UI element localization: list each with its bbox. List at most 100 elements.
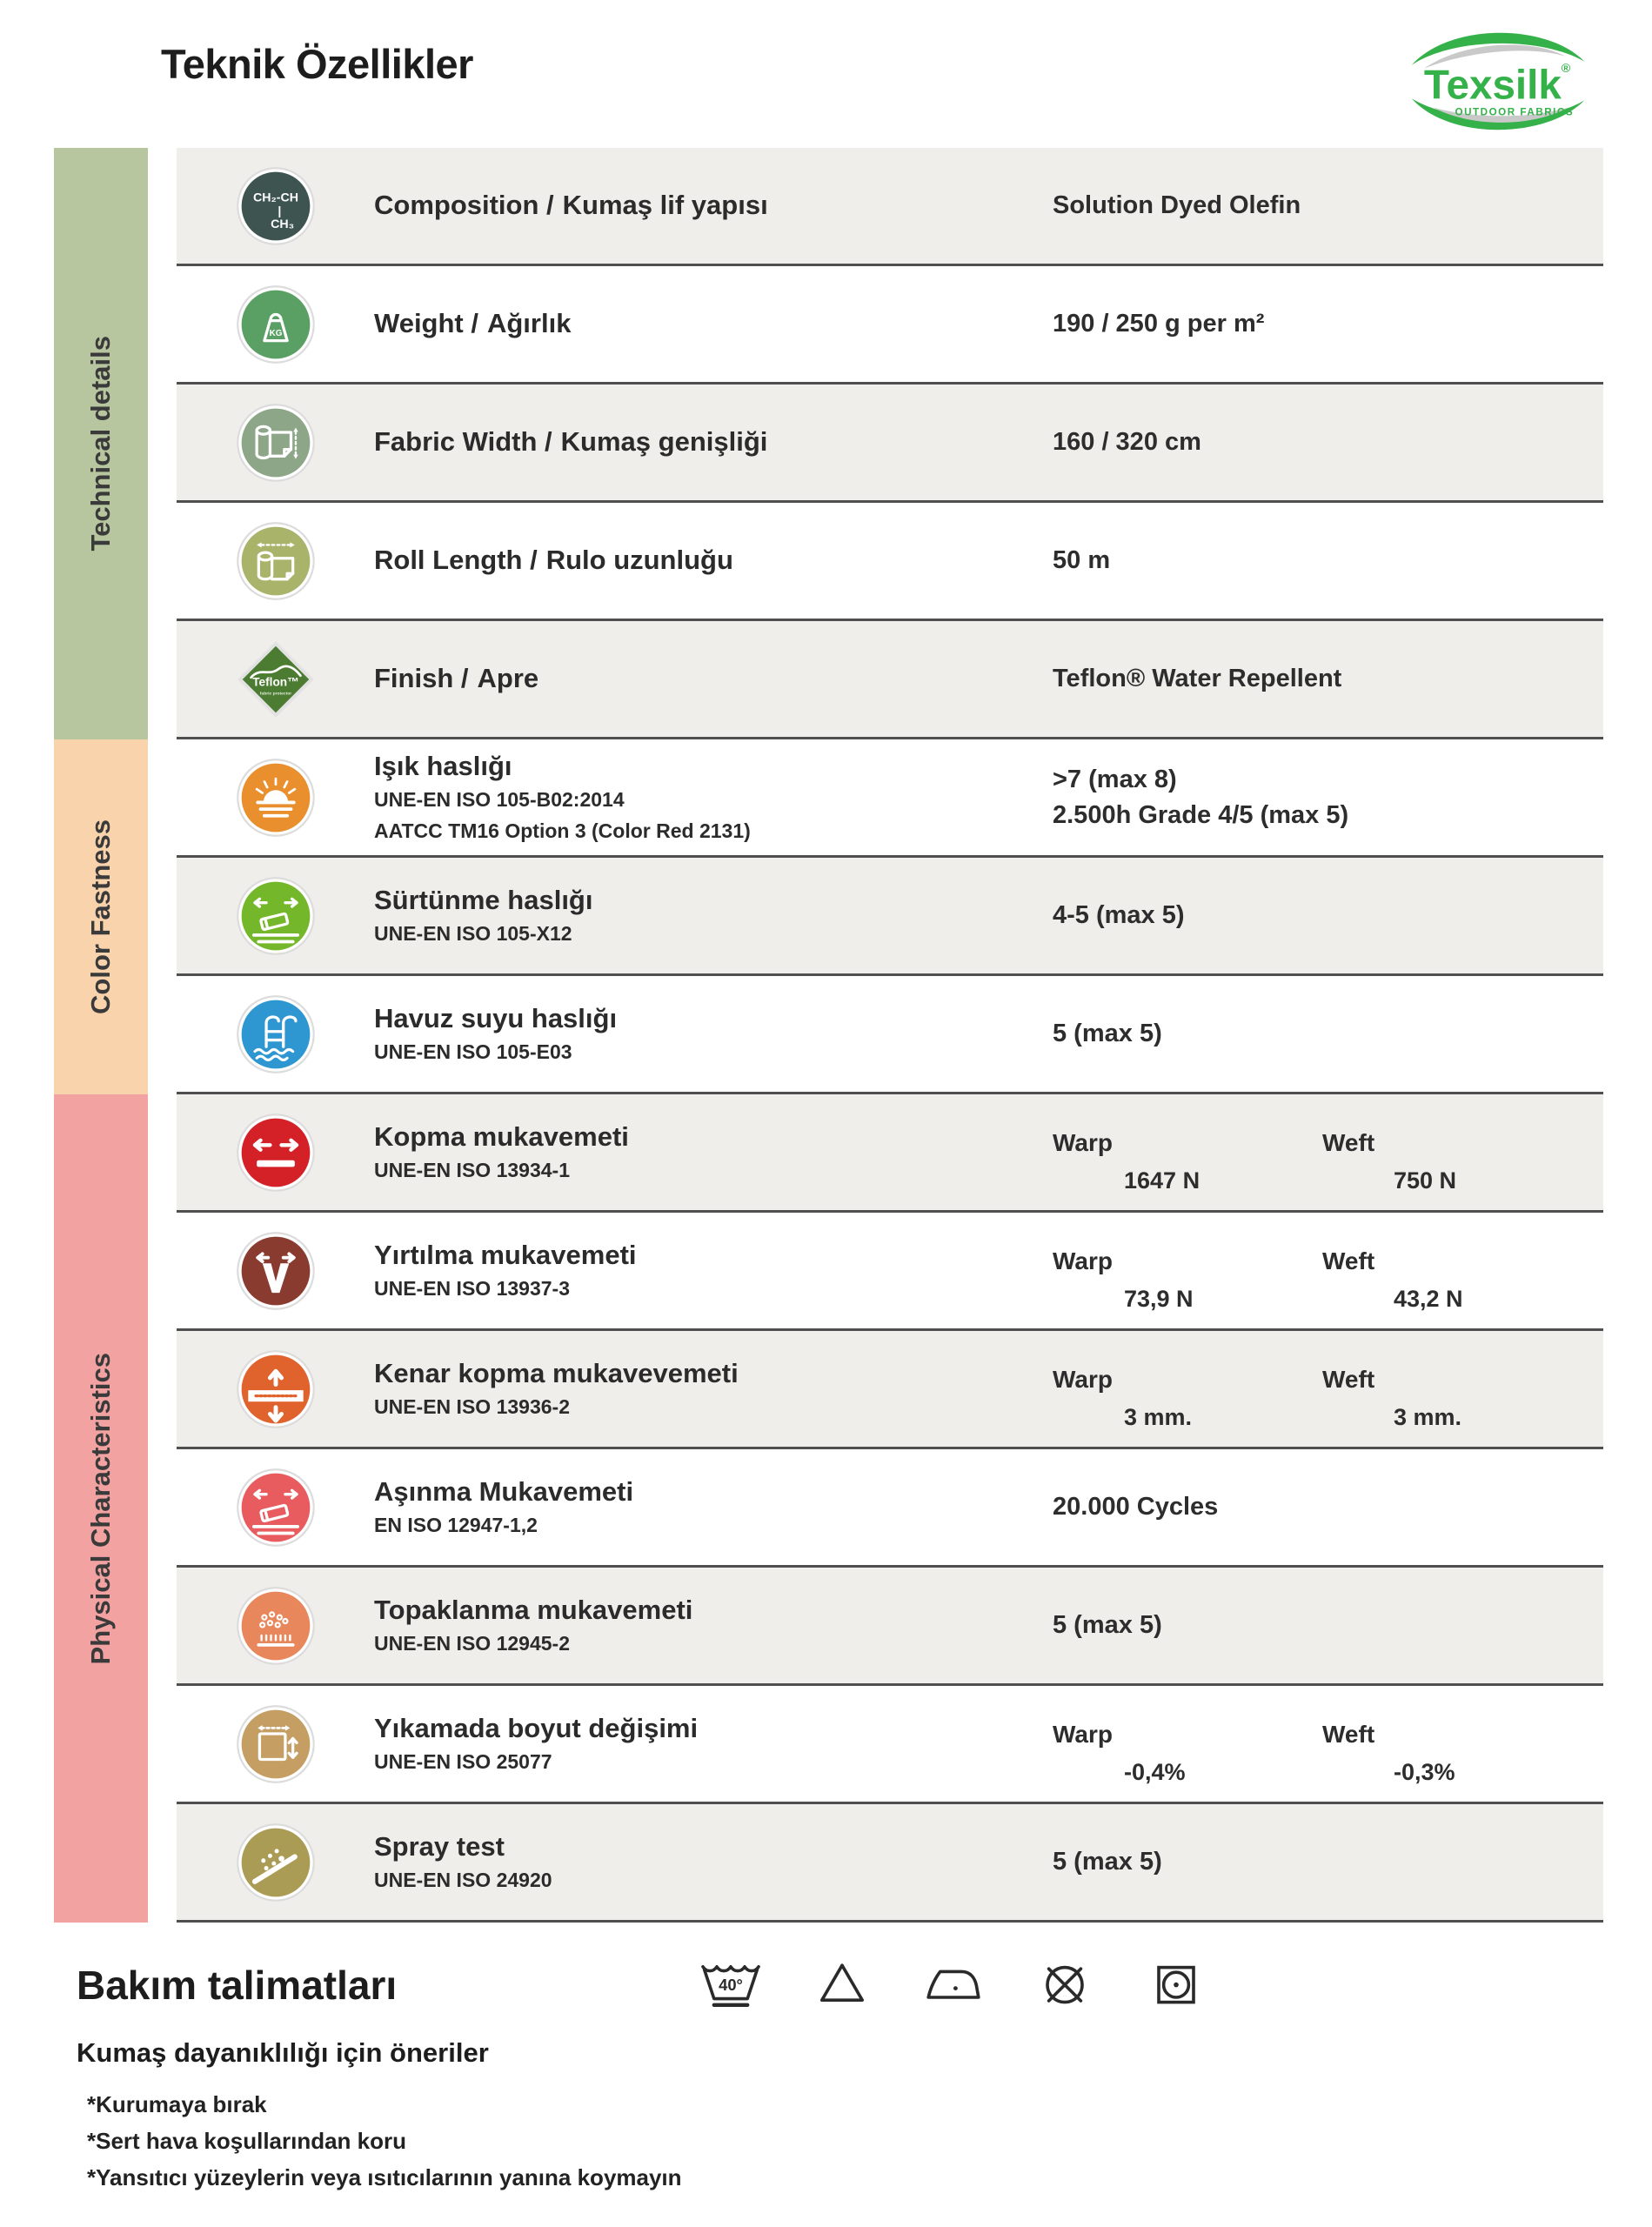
bleach-triangle-icon <box>820 1963 864 2002</box>
spec-row-2: .it{fill:#fff;font-weight:bold;text-anch… <box>177 266 1603 385</box>
spec-label-cell: Topaklanma mukavemeti UNE-EN ISO 12945-2 <box>374 1595 1053 1656</box>
spec-row-3: .it{fill:#fff;font-weight:bold;text-anch… <box>177 385 1603 503</box>
warp-header: Warp <box>1053 1721 1113 1748</box>
spec-icon-cell: .it{fill:#fff;font-weight:bold;text-anch… <box>177 875 374 957</box>
spec-label: Aşınma Mukavemeti <box>374 1475 634 1507</box>
pool-water-fastness-icon: .it{fill:#fff;font-weight:bold;text-anch… <box>236 994 315 1073</box>
spec-standard: UNE-EN ISO 105-X12 <box>374 921 572 945</box>
spec-value-cell: Warp -0,4% Weft -0,3% <box>1053 1702 1603 1786</box>
spec-icon-cell: .it{fill:#fff;font-weight:bold;text-anch… <box>177 520 374 602</box>
spec-label: Topaklanma mukavemeti <box>374 1594 693 1625</box>
care-title: Bakım talimatları <box>77 1963 398 2008</box>
logo-registered-mark: ® <box>1562 62 1571 76</box>
weight-icon: .it{fill:#fff;font-weight:bold;text-anch… <box>236 284 315 364</box>
spec-icon-cell: .it{fill:#fff;font-weight:bold;text-anch… <box>177 639 374 720</box>
spec-standard: UNE-EN ISO 105-B02:2014 <box>374 787 625 811</box>
spec-label: Spray test <box>374 1830 505 1862</box>
spec-value: 50 m <box>1053 546 1111 575</box>
weft-header: Weft <box>1322 1129 1375 1156</box>
weft-header: Weft <box>1322 1366 1375 1393</box>
logo-tagline: OUTDOOR FABRICS <box>1455 107 1575 118</box>
warp-value: 73,9 N <box>1124 1286 1194 1312</box>
sidebar-section-2: Color Fastness <box>54 739 148 1094</box>
sidebar-section-label: Color Fastness <box>85 819 116 1014</box>
logo-brand-text: Texsilk <box>1424 62 1562 108</box>
spec-label-cell: Kenar kopma mukavevemeti UNE-EN ISO 13936… <box>374 1357 1053 1420</box>
spec-label-cell: Finish / Apre <box>374 664 1053 693</box>
care-icons: 40° <box>696 1949 1211 2018</box>
spec-value-cell: 5 (max 5) <box>1053 1608 1603 1643</box>
warp-header: Warp <box>1053 1129 1113 1156</box>
spec-icon-cell: .it{fill:#fff;font-weight:bold;text-anch… <box>177 402 374 484</box>
iron-one-dot-icon <box>926 1970 980 1999</box>
spec-label-cell: Yıkamada boyut değişimi UNE-EN ISO 25077 <box>374 1712 1053 1775</box>
weft-value: 750 N <box>1394 1167 1457 1194</box>
spec-value: 5 (max 5) <box>1053 1020 1162 1048</box>
spec-label-cell: Spray test UNE-EN ISO 24920 <box>374 1830 1053 1893</box>
spec-icon-cell: .it{fill:#fff;font-weight:bold;text-anch… <box>177 1822 374 1903</box>
spec-row-6: .it{fill:#fff;font-weight:bold;text-anch… <box>177 739 1603 858</box>
spec-value-cell: Solution Dyed Olefin <box>1053 188 1603 224</box>
spec-row-15: .it{fill:#fff;font-weight:bold;text-anch… <box>177 1804 1603 1923</box>
seam-slippage-icon: .it{fill:#fff;font-weight:bold;text-anch… <box>236 1349 315 1428</box>
care-note-3: *Yansıtıcı yüzeylerin veya ısıtıcılarını… <box>87 2164 682 2190</box>
svg-text:CH₃: CH₃ <box>271 217 294 231</box>
spec-label: Yıkamada boyut değişimi <box>374 1712 699 1743</box>
spec-value: 5 (max 5) <box>1053 1611 1162 1640</box>
weft-header: Weft <box>1322 1247 1375 1274</box>
spec-label: Finish / Apre <box>374 663 539 694</box>
warp-header: Warp <box>1053 1247 1113 1274</box>
spec-row-4: .it{fill:#fff;font-weight:bold;text-anch… <box>177 503 1603 621</box>
spec-row-5: .it{fill:#fff;font-weight:bold;text-anch… <box>177 621 1603 739</box>
composition-icon: .it{fill:#fff;font-weight:bold;text-anch… <box>236 166 315 245</box>
spec-value-cell: Warp 3 mm. Weft 3 mm. <box>1053 1347 1603 1431</box>
spec-standard: EN ISO 12947-1,2 <box>374 1513 538 1536</box>
svg-text:|: | <box>278 204 281 217</box>
care-subtitle: Kumaş dayanıklılığı için öneriler <box>77 2037 489 2068</box>
spec-value: 190 / 250 g per m² <box>1053 310 1265 338</box>
spec-label-cell: Kopma mukavemeti UNE-EN ISO 13934-1 <box>374 1120 1053 1183</box>
spray-test-icon: .it{fill:#fff;font-weight:bold;text-anch… <box>236 1822 315 1902</box>
weft-value: -0,3% <box>1394 1759 1455 1785</box>
spec-value: 20.000 Cycles <box>1053 1493 1219 1521</box>
spec-label-cell: Yırtılma mukavemeti UNE-EN ISO 13937-3 <box>374 1240 1053 1301</box>
spec-label-cell: Sürtünme haslığı UNE-EN ISO 105-X12 <box>374 885 1053 946</box>
wash-40-icon: 40° <box>701 1965 760 2007</box>
spec-value-cell: 190 / 250 g per m² <box>1053 306 1603 342</box>
spec-label: Kopma mukavemeti <box>374 1120 629 1152</box>
spec-standard: UNE-EN ISO 12945-2 <box>374 1631 570 1655</box>
dimensional-change-icon: .it{fill:#fff;font-weight:bold;text-anch… <box>236 1704 315 1783</box>
svg-text:fabric protector: fabric protector <box>259 691 291 696</box>
spec-value: Teflon® Water Repellent <box>1053 665 1342 693</box>
spec-value: 4-5 (max 5) <box>1053 901 1185 930</box>
wash-temp-label: 40° <box>719 1976 743 1994</box>
spec-row-1: .it{fill:#fff;font-weight:bold;text-anch… <box>177 148 1603 266</box>
sidebar-section-1: Technical details <box>54 148 148 739</box>
spec-label-cell: Composition / Kumaş lif yapısı <box>374 191 1053 220</box>
tumble-dry-icon <box>1157 1965 1195 2004</box>
spec-label-cell: Roll Length / Rulo uzunluğu <box>374 545 1053 575</box>
spec-label: Roll Length / Rulo uzunluğu <box>374 545 733 576</box>
spec-icon-cell: .it{fill:#fff;font-weight:bold;text-anch… <box>177 165 374 247</box>
spec-standard: UNE-EN ISO 13936-2 <box>374 1394 570 1418</box>
spec-label-cell: Havuz suyu haslığı UNE-EN ISO 105-E03 <box>374 1003 1053 1065</box>
care-notes: *Kurumaya bırak *Sert hava koşullarından … <box>87 2091 682 2201</box>
weft-value: 3 mm. <box>1394 1404 1462 1430</box>
page-title: Teknik Özellikler <box>161 41 473 87</box>
spec-row-11: .it{fill:#fff;font-weight:bold;text-anch… <box>177 1331 1603 1449</box>
spec-value-cell: 160 / 320 cm <box>1053 425 1603 460</box>
spec-table: .it{fill:#fff;font-weight:bold;text-anch… <box>177 148 1603 1923</box>
spec-value-cell: Warp 73,9 N Weft 43,2 N <box>1053 1228 1603 1313</box>
spec-value-cell: 5 (max 5) <box>1053 1016 1603 1052</box>
spec-label: Kenar kopma mukavevemeti <box>374 1357 739 1388</box>
spec-standard: UNE-EN ISO 24920 <box>374 1868 552 1891</box>
spec-standard: AATCC TM16 Option 3 (Color Red 2131) <box>374 819 751 842</box>
sidebar-section-3: Physical Characteristics <box>54 1094 148 1923</box>
sidebar-section-label: Physical Characteristics <box>85 1352 116 1665</box>
texsilk-logo: Texsilk ® OUTDOOR FABRICS <box>1399 16 1597 146</box>
do-not-dryclean-icon <box>1046 1965 1084 2004</box>
spec-value: >7 (max 8) <box>1053 765 1177 793</box>
weft-header: Weft <box>1322 1721 1375 1748</box>
spec-label: Composition / Kumaş lif yapısı <box>374 190 768 221</box>
sidebar-section-label: Technical details <box>85 336 116 552</box>
